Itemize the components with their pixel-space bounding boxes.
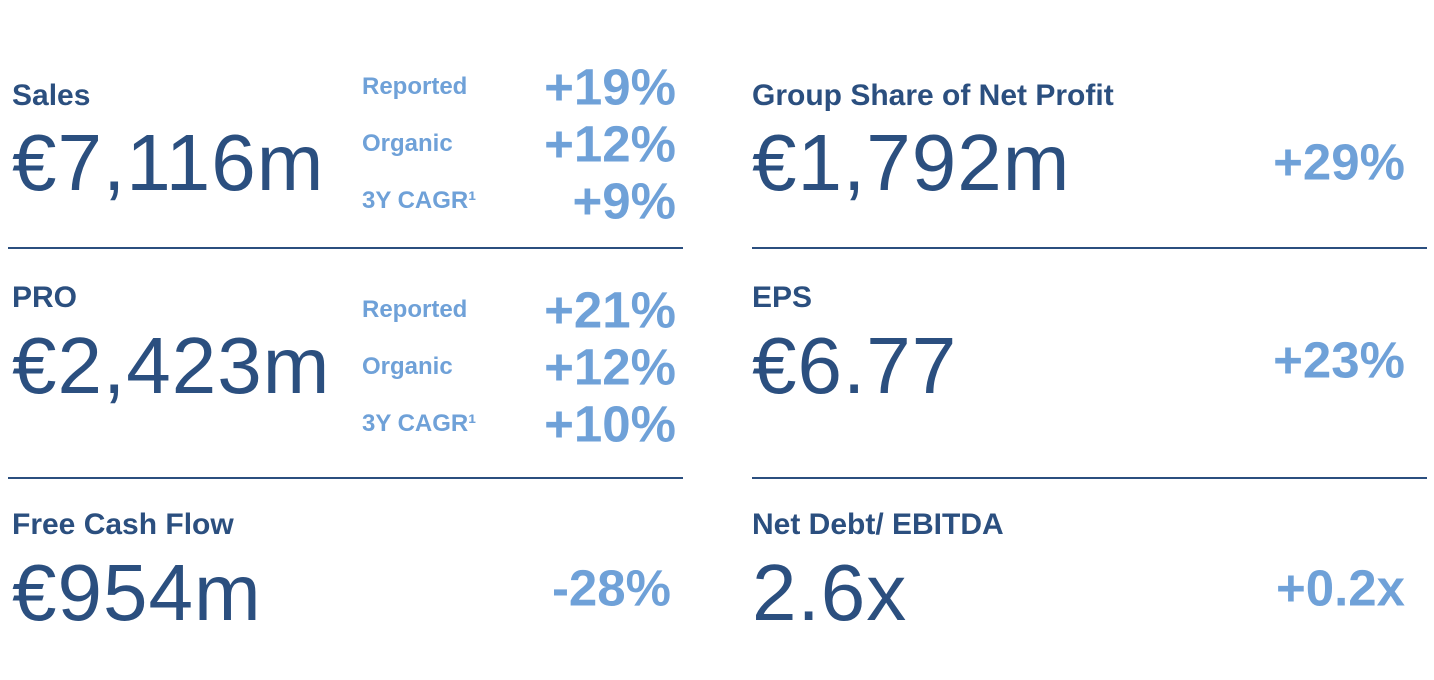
kpi-value: €6.77	[752, 321, 958, 410]
breakdown-label: Organic	[362, 130, 453, 157]
breakdown-change: +12%	[544, 338, 676, 396]
kpi-value: €7,116m	[12, 118, 325, 207]
breakdown-change: +19%	[544, 58, 676, 116]
breakdown-label: Reported	[362, 73, 468, 100]
kpi-title: Net Debt/ EBITDA	[752, 508, 1004, 541]
breakdown-label: 3Y CAGR¹	[362, 410, 477, 437]
kpi-change: +23%	[1273, 331, 1405, 389]
kpi-title: Sales	[12, 79, 91, 112]
breakdown-change: +21%	[544, 281, 676, 339]
breakdown-change: +12%	[544, 115, 676, 173]
kpi-change: +0.2x	[1275, 559, 1405, 617]
kpi-change: +29%	[1273, 133, 1405, 191]
kpi-change: -28%	[551, 559, 671, 617]
breakdown-change: +10%	[544, 395, 676, 453]
divider	[8, 477, 683, 479]
kpi-title: PRO	[12, 281, 78, 314]
breakdown-label: 3Y CAGR¹	[362, 187, 477, 214]
breakdown-change: +9%	[572, 172, 677, 230]
kpi-title: EPS	[752, 281, 813, 314]
kpi-title: Free Cash Flow	[12, 508, 234, 541]
kpi-value: €1,792m	[752, 118, 1071, 207]
breakdown-label: Organic	[362, 353, 453, 380]
divider	[8, 247, 683, 249]
divider	[752, 477, 1427, 479]
divider	[752, 247, 1427, 249]
kpi-value: 2.6x	[752, 548, 908, 637]
kpi-value: €954m	[12, 548, 262, 637]
breakdown-label: Reported	[362, 296, 468, 323]
kpi-title: Group Share of Net Profit	[752, 79, 1114, 112]
kpi-value: €2,423m	[12, 321, 331, 410]
